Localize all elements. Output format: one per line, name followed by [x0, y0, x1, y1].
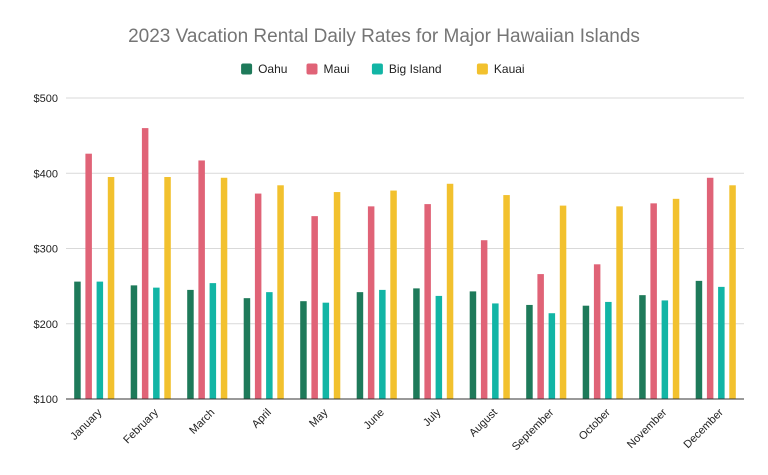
bar-maui-april: [254, 193, 262, 399]
bar-oahu-july: [413, 288, 420, 399]
bar-oahu-november: [639, 295, 646, 399]
x-tick-label: September: [510, 406, 557, 453]
bar-big-island-june: [379, 289, 386, 399]
bar-kauai-february: [164, 177, 171, 399]
bar-kauai-october: [616, 206, 623, 399]
y-tick-label: $100: [34, 394, 58, 406]
x-tick-label: May: [307, 406, 331, 430]
bars: [74, 128, 736, 399]
legend-label: Big Island: [389, 62, 442, 76]
bar-big-island-march: [209, 283, 217, 399]
bar-oahu-may: [300, 301, 307, 399]
legend-label: Kauai: [494, 62, 525, 76]
bar-big-island-february: [153, 287, 160, 399]
x-tick-label: August: [467, 407, 500, 440]
bar-big-island-september: [548, 313, 556, 399]
bar-maui-november: [650, 203, 657, 399]
bar-kauai-may: [333, 192, 341, 399]
bar-big-island-january: [96, 281, 104, 399]
bar-big-island-october: [605, 301, 612, 399]
bar-oahu-january: [74, 281, 81, 399]
bar-kauai-april: [277, 185, 284, 399]
bar-oahu-february: [130, 285, 138, 399]
legend-swatch-oahu: [241, 63, 253, 75]
bar-kauai-september: [559, 205, 567, 399]
y-tick-label: $500: [34, 93, 58, 105]
bar-kauai-december: [729, 185, 736, 399]
bar-big-island-april: [266, 292, 273, 399]
legend-swatch-big-island: [371, 63, 383, 75]
y-tick-label: $300: [34, 244, 58, 256]
x-tick-label: February: [121, 406, 161, 446]
gridlines: [66, 97, 744, 325]
bar-maui-september: [537, 274, 544, 399]
bar-big-island-november: [661, 300, 669, 399]
bar-maui-december: [706, 177, 714, 399]
bar-oahu-september: [526, 304, 533, 399]
y-axis-ticks: $100 $200 $300 $400 $500: [34, 93, 58, 406]
legend-label: Maui: [324, 62, 350, 76]
bar-maui-august: [480, 240, 488, 399]
x-axis-ticks: January February March April May June July Augu…: [68, 406, 726, 453]
legend-swatch-maui: [306, 63, 318, 75]
bar-maui-july: [424, 204, 431, 399]
bar-maui-june: [367, 206, 375, 399]
y-tick-label: $400: [34, 168, 58, 180]
bar-maui-january: [85, 153, 92, 399]
x-tick-label: June: [362, 407, 387, 432]
bar-oahu-august: [469, 291, 477, 399]
bar-big-island-august: [492, 303, 499, 399]
bar-oahu-october: [582, 305, 590, 399]
bar-kauai-august: [503, 195, 510, 399]
bar-maui-february: [141, 128, 149, 399]
chart-title: 2023 Vacation Rental Daily Rates for Maj…: [128, 26, 640, 47]
legend: Oahu Maui Big Island Kauai: [241, 62, 525, 76]
x-tick-label: March: [187, 407, 217, 437]
bar-big-island-may: [322, 302, 330, 399]
legend-label: Oahu: [258, 62, 287, 76]
x-tick-label: January: [68, 406, 105, 443]
x-tick-label: October: [577, 406, 613, 442]
x-tick-label: July: [421, 406, 444, 429]
bar-maui-may: [311, 216, 318, 399]
bar-oahu-april: [243, 298, 251, 399]
bar-kauai-january: [107, 177, 115, 399]
bar-oahu-december: [695, 280, 703, 399]
bar-kauai-july: [446, 183, 454, 399]
x-tick-label: November: [625, 406, 670, 451]
bar-oahu-june: [356, 292, 364, 399]
legend-swatch-kauai: [476, 63, 488, 75]
bar-kauai-march: [220, 177, 228, 399]
bar-oahu-march: [187, 289, 194, 399]
bar-kauai-june: [390, 190, 397, 399]
bar-maui-october: [593, 264, 601, 399]
bar-big-island-july: [435, 295, 443, 399]
bar-kauai-november: [672, 198, 680, 399]
y-tick-label: $200: [34, 319, 58, 331]
x-tick-label: December: [682, 406, 727, 451]
x-tick-label: April: [250, 407, 274, 431]
bar-big-island-december: [718, 286, 725, 399]
bar-maui-march: [198, 160, 205, 399]
